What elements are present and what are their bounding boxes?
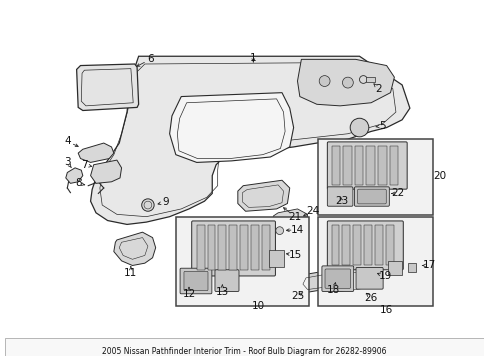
- Text: 3: 3: [64, 157, 70, 167]
- Polygon shape: [299, 271, 330, 293]
- FancyBboxPatch shape: [355, 267, 383, 289]
- Bar: [207, 225, 215, 270]
- Circle shape: [342, 77, 352, 88]
- FancyBboxPatch shape: [191, 221, 275, 276]
- Text: 21: 21: [288, 212, 301, 222]
- Bar: [229, 225, 237, 270]
- Polygon shape: [237, 180, 289, 211]
- Text: 17: 17: [422, 261, 435, 270]
- Bar: [374, 225, 382, 265]
- Bar: [407, 263, 415, 273]
- Bar: [240, 225, 247, 270]
- Text: 25: 25: [290, 292, 304, 301]
- Circle shape: [142, 199, 154, 211]
- Text: 2: 2: [375, 84, 382, 94]
- Bar: [218, 225, 226, 270]
- Text: 5: 5: [379, 121, 385, 131]
- Polygon shape: [66, 168, 82, 183]
- Text: 24: 24: [306, 206, 319, 216]
- Polygon shape: [169, 93, 293, 162]
- Text: 18: 18: [326, 285, 340, 295]
- Text: 20: 20: [432, 171, 445, 181]
- Text: 11: 11: [124, 268, 137, 278]
- Bar: [176, 217, 308, 306]
- Text: 12: 12: [182, 289, 195, 299]
- FancyBboxPatch shape: [325, 269, 350, 288]
- Bar: [196, 225, 204, 270]
- FancyBboxPatch shape: [183, 271, 207, 291]
- Bar: [354, 146, 363, 185]
- Circle shape: [319, 76, 329, 86]
- Bar: [331, 146, 340, 185]
- Polygon shape: [78, 143, 114, 162]
- Text: 16: 16: [379, 305, 392, 315]
- Circle shape: [349, 118, 368, 137]
- Text: 6: 6: [146, 54, 153, 64]
- Text: 15: 15: [288, 249, 301, 260]
- Text: 19: 19: [378, 271, 391, 282]
- Bar: [268, 250, 284, 267]
- Text: 10: 10: [252, 301, 265, 311]
- FancyBboxPatch shape: [326, 142, 407, 189]
- Bar: [365, 77, 374, 82]
- Bar: [250, 225, 258, 270]
- Polygon shape: [271, 209, 307, 232]
- FancyBboxPatch shape: [180, 268, 211, 294]
- Bar: [318, 139, 432, 215]
- Bar: [261, 225, 269, 270]
- Text: 7: 7: [81, 160, 87, 170]
- Bar: [389, 146, 397, 185]
- Bar: [366, 146, 374, 185]
- Text: 2005 Nissan Pathfinder Interior Trim - Roof Bulb Diagram for 26282-89906: 2005 Nissan Pathfinder Interior Trim - R…: [102, 346, 386, 356]
- Polygon shape: [77, 64, 138, 111]
- Polygon shape: [297, 59, 393, 106]
- Circle shape: [359, 76, 366, 84]
- Polygon shape: [328, 269, 367, 294]
- Text: 8: 8: [75, 178, 81, 188]
- Text: 26: 26: [364, 293, 377, 303]
- Text: 14: 14: [290, 225, 304, 235]
- FancyBboxPatch shape: [326, 187, 352, 206]
- Text: 4: 4: [64, 136, 70, 147]
- Bar: [343, 146, 351, 185]
- Bar: [318, 217, 432, 306]
- FancyBboxPatch shape: [354, 187, 388, 206]
- Text: 23: 23: [334, 196, 347, 206]
- Bar: [364, 225, 371, 265]
- Polygon shape: [114, 232, 155, 265]
- Bar: [387, 261, 401, 275]
- Bar: [342, 225, 349, 265]
- FancyBboxPatch shape: [321, 266, 353, 292]
- FancyBboxPatch shape: [357, 189, 386, 204]
- Text: 9: 9: [162, 197, 169, 207]
- Circle shape: [275, 227, 283, 234]
- Polygon shape: [90, 56, 409, 224]
- Text: 13: 13: [215, 287, 228, 297]
- Text: 22: 22: [391, 188, 404, 198]
- Bar: [385, 225, 393, 265]
- FancyBboxPatch shape: [326, 221, 403, 270]
- Polygon shape: [90, 160, 122, 183]
- Bar: [377, 146, 386, 185]
- Bar: [352, 225, 360, 265]
- Text: 1: 1: [249, 53, 256, 63]
- FancyBboxPatch shape: [215, 270, 239, 292]
- Bar: [331, 225, 339, 265]
